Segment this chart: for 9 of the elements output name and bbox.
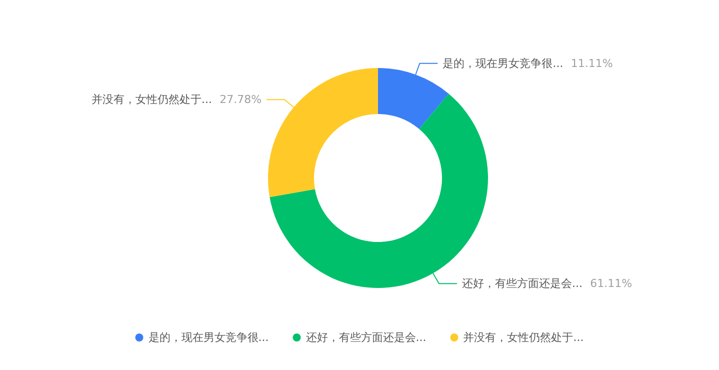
legend-label: 是的，现在男女竞争很... bbox=[148, 331, 269, 344]
slice-label: 还好，有些方面还是会... bbox=[462, 277, 583, 290]
data-label: 61.11% bbox=[590, 277, 632, 290]
data-label: 27.78% bbox=[220, 93, 262, 106]
data-label: 11.11% bbox=[570, 56, 613, 70]
legend-label: 还好，有些方面还是会... bbox=[306, 331, 426, 344]
slice-label: 是的，现在男女竞争很... bbox=[442, 56, 564, 70]
slice-label: 并没有，女性仍然处于... bbox=[91, 93, 212, 106]
legend-label: 并没有，女性仍然处于... bbox=[463, 331, 584, 344]
